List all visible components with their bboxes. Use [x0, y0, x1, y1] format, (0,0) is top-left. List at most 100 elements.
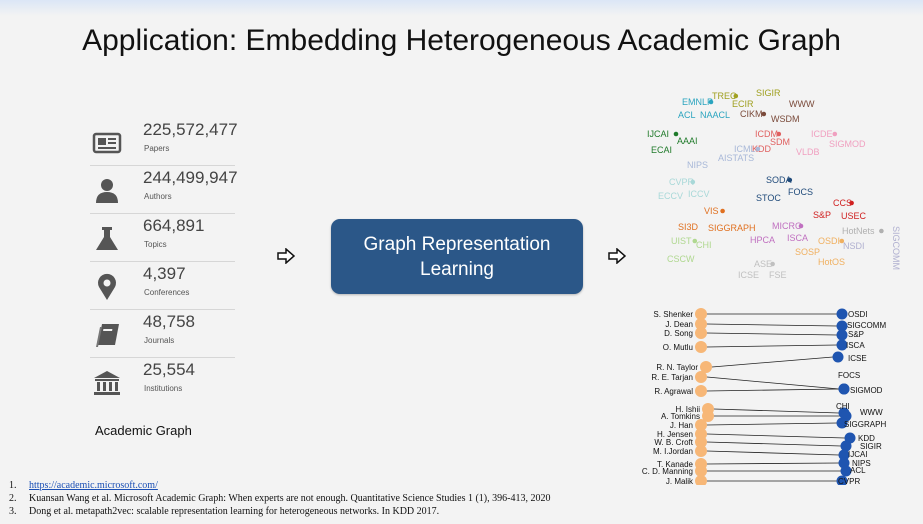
author-label: R. N. Taylor	[656, 363, 698, 372]
venue-node-label: KDD	[858, 434, 875, 443]
flask-icon	[96, 227, 118, 250]
author-node	[695, 341, 707, 353]
stat-topics: 664,891 Topics	[90, 214, 235, 262]
stat-conferences: 4,397 Conferences	[90, 262, 235, 310]
author-node	[695, 436, 707, 448]
map-pin-icon	[98, 273, 116, 300]
reference-link[interactable]: https://academic.microsoft.com/	[29, 480, 158, 491]
venue-point	[798, 223, 804, 229]
venue-node	[840, 465, 852, 477]
venue-label: CHI	[696, 240, 712, 250]
book-icon	[96, 324, 119, 347]
stat-label: Conferences	[144, 288, 190, 297]
author-venue-edge	[706, 462, 840, 465]
stat-label: Journals	[144, 336, 175, 345]
venue-point	[755, 146, 761, 152]
venue-node-label: ISCA	[846, 341, 865, 350]
author-label: S. Shenker	[653, 310, 693, 319]
venue-label: SIGCOMM	[891, 226, 901, 270]
author-node	[695, 419, 707, 431]
venue-node-label: SIGCOMM	[847, 321, 886, 330]
venue-point	[720, 208, 725, 214]
newspaper-icon	[92, 132, 122, 154]
venue-node	[836, 339, 848, 351]
venue-label: SOSP	[795, 247, 820, 257]
stat-value: 4,397	[143, 264, 186, 283]
author-node	[695, 445, 707, 457]
author-node	[695, 308, 707, 320]
venue-label: FOCS	[788, 187, 813, 197]
venue-label: UIST	[671, 236, 692, 246]
author-node	[695, 318, 707, 330]
person-icon	[96, 179, 118, 203]
author-label: J. Malik	[666, 477, 694, 485]
venue-label: STOC	[756, 193, 781, 203]
author-node	[695, 327, 707, 339]
venue-point	[690, 179, 696, 185]
institution-icon	[94, 371, 120, 395]
author-venue-edge	[706, 450, 840, 456]
author-label: R. Agrawal	[654, 387, 693, 396]
author-label: A. Tomkins	[661, 412, 700, 421]
venue-label: MICRO	[772, 221, 802, 231]
venue-label: ICDM	[755, 129, 778, 139]
venue-point	[849, 200, 854, 206]
venue-node	[836, 475, 848, 485]
top-bar	[0, 0, 923, 16]
stat-journals: 48,758 Journals	[90, 310, 235, 358]
venue-node-label: IJCAI	[848, 450, 868, 459]
venue-node-label: CVPR	[838, 477, 860, 485]
venue-label: WSDM	[771, 114, 800, 124]
venue-label: ICDE	[811, 129, 833, 139]
author-label: H. Ishii	[676, 405, 701, 414]
author-label: J. Han	[670, 421, 693, 430]
venue-label: VLDB	[796, 147, 820, 157]
reference-number: 3.	[9, 506, 17, 517]
author-label: O. Mutlu	[663, 343, 693, 352]
venue-label: SI3D	[678, 222, 699, 232]
author-venue-edge	[713, 408, 840, 414]
right-arrow-icon	[277, 248, 295, 264]
venue-node	[836, 417, 848, 429]
venue-point	[761, 111, 767, 117]
stat-authors: 244,499,947 Authors	[90, 166, 238, 214]
venue-label: HotNets	[842, 226, 875, 236]
author-venue-edge	[706, 441, 842, 447]
box-line-1: Graph Representation	[363, 233, 551, 255]
stat-papers: 225,572,477 Papers	[90, 118, 238, 166]
author-label: J. Dean	[665, 320, 693, 329]
reference-1: 1. https://academic.microsoft.com/	[9, 480, 550, 493]
venue-node-label: CHI	[836, 402, 850, 411]
venue-label: OSDI	[818, 236, 840, 246]
author-label: H. Jensen	[657, 430, 693, 439]
venue-label: CSCW	[667, 254, 695, 264]
stat-label: Topics	[144, 240, 167, 249]
venue-node-label: NIPS	[852, 459, 871, 468]
author-venue-edge	[706, 323, 838, 327]
venue-node-label: SIGGRAPH	[844, 420, 886, 429]
venue-label: AAAI	[677, 136, 698, 146]
venue-label: SIGGRAPH	[708, 223, 756, 233]
venue-label: HotOS	[818, 257, 845, 267]
venue-label: USEC	[841, 211, 867, 221]
venue-label: ICSE	[738, 270, 759, 280]
graph-representation-learning-box: Graph Representation Learning	[331, 219, 583, 294]
venue-point	[787, 177, 793, 183]
venue-node	[836, 329, 848, 341]
venue-label: IJCAI	[647, 129, 669, 139]
author-node	[695, 385, 707, 397]
venue-label: WWW	[789, 99, 815, 109]
author-venue-edge	[706, 376, 840, 390]
venue-label: CCS	[833, 198, 852, 208]
venue-label: CIKM	[740, 109, 763, 119]
venue-node	[838, 383, 850, 395]
venue-point	[708, 99, 714, 105]
venue-label: TREC	[712, 91, 737, 101]
author-label: M. I.Jordan	[653, 447, 693, 456]
venue-label: HPCA	[750, 235, 775, 245]
reference-number: 1.	[9, 480, 17, 491]
right-arrow-icon	[608, 248, 626, 264]
author-label: D. Song	[664, 329, 693, 338]
venue-node	[838, 449, 850, 461]
